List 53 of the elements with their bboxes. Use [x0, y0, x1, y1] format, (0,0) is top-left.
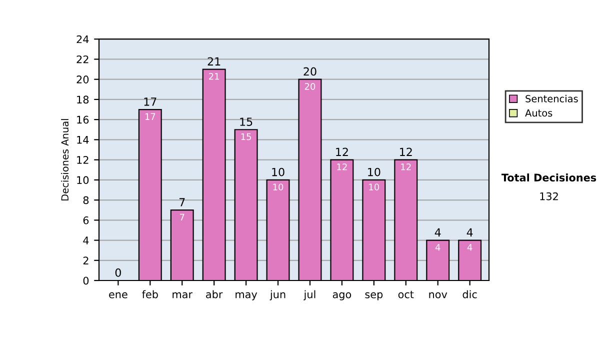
data-label: 12: [337, 163, 347, 170]
x-tick-label: feb: [142, 290, 158, 298]
x-tick-label: sep: [365, 292, 383, 300]
y-tick-label: 20: [76, 76, 89, 84]
x-tick-label: oct: [398, 290, 414, 298]
x-tick-label: ene: [109, 292, 128, 298]
y-tick-label: 4: [83, 236, 89, 244]
x-tick-label: jul: [304, 290, 316, 300]
legend-label: Sentencias: [526, 94, 578, 102]
total-label: 12: [400, 148, 412, 156]
total-label: 7: [179, 198, 185, 206]
y-tick-label: 8: [83, 196, 89, 204]
data-label: 7: [180, 214, 184, 220]
total-label: 20: [304, 67, 316, 76]
data-label: 10: [273, 184, 284, 190]
x-tick-label: abr: [206, 290, 223, 298]
total-label: 4: [434, 228, 441, 236]
data-label: 20: [304, 83, 316, 90]
x-tick-label: dic: [462, 290, 477, 298]
y-tick-label: 24: [76, 35, 89, 44]
total-label: 10: [272, 168, 284, 176]
text: Total Decisiones: [501, 173, 596, 182]
data-label: 4: [435, 244, 440, 251]
data-label: 4: [467, 244, 472, 251]
total-label: 21: [208, 57, 220, 66]
total-label: 4: [466, 228, 473, 236]
x-tick-label: ago: [332, 292, 352, 300]
y-tick-label: 16: [77, 116, 89, 124]
data-label: 12: [401, 163, 411, 170]
text: 132: [540, 192, 558, 200]
data-label: 10: [369, 184, 380, 190]
y-tick-label: 22: [76, 55, 88, 64]
x-tick-label: nov: [429, 292, 448, 298]
total-label: 15: [240, 118, 252, 126]
data-label: 21: [209, 72, 219, 80]
x-tick-label: mar: [172, 292, 193, 298]
y-tick-label: 10: [77, 176, 89, 184]
x-tick-label: jun: [270, 290, 286, 300]
total-label: 17: [144, 98, 156, 106]
legend-label: Autos: [525, 109, 552, 117]
y-tick-label: 14: [77, 136, 89, 144]
total-label: 12: [336, 148, 348, 156]
data-label: 15: [241, 133, 252, 140]
y-tick-label: 12: [77, 156, 88, 164]
y-tick-label: 0: [83, 276, 89, 285]
y-tick-label: 18: [77, 96, 89, 104]
y-tick-label: 2: [83, 256, 88, 264]
data-label: 17: [145, 113, 156, 120]
x-tick-label: may: [236, 292, 258, 300]
total-label: 10: [368, 168, 380, 176]
y-axis-title: Decisiones Anual: [61, 119, 69, 200]
total-label: 0: [115, 268, 121, 277]
y-tick-label: 6: [83, 216, 89, 224]
